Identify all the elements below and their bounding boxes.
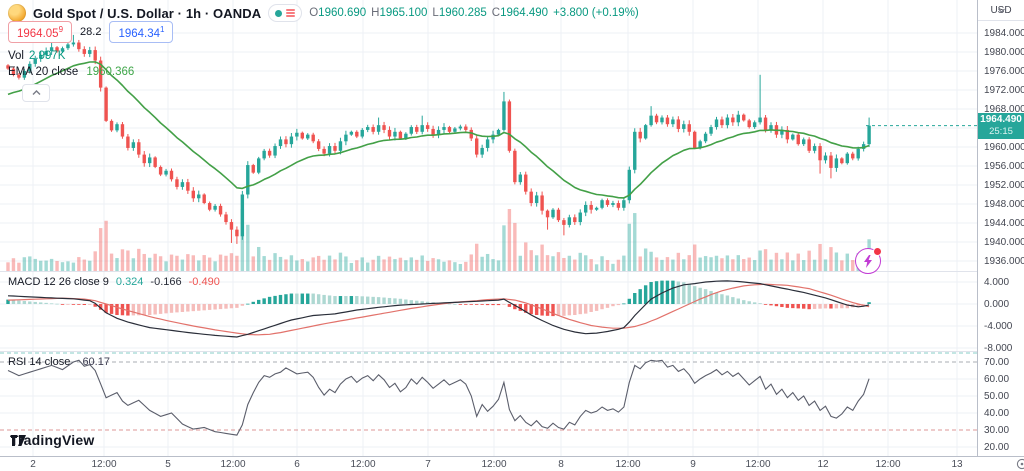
macd-legend: MACD 12 26 close 9 0.324 -0.166 -0.490	[8, 276, 220, 288]
bar-countdown: 25:15	[989, 126, 1013, 137]
ema-legend: EMA 20 close 1960.366	[8, 66, 135, 78]
price-tick-label: 1952.000	[984, 180, 1024, 191]
symbol-logo-icon	[8, 4, 26, 22]
price-tick-label: 1936.000	[984, 256, 1024, 267]
macd-tick-label: 0.000	[984, 299, 1010, 310]
spread-value: 28.2	[80, 25, 102, 38]
price-axis[interactable]: USD 1984.000 1980.000 1976.000 1972.000 1968…	[977, 0, 1024, 456]
notification-dot	[873, 247, 882, 256]
pane-separator-macd[interactable]	[0, 271, 977, 272]
time-tick-label: 12:00	[875, 459, 901, 470]
quick-trade-button[interactable]	[855, 247, 882, 274]
time-tick-label: 2	[30, 459, 36, 470]
rsi-pane-canvas[interactable]	[0, 352, 977, 456]
price-tick-label: 1956.000	[984, 161, 1024, 172]
price-tick-label: 1940.000	[984, 237, 1024, 248]
time-tick-label: 8	[558, 459, 564, 470]
price-tick-label: 1976.000	[984, 66, 1024, 77]
time-tick-label: 5	[165, 459, 171, 470]
rsi-tick-label: 60.00	[984, 374, 1010, 385]
lightning-bolt-icon	[864, 254, 872, 268]
rsi-tick-label: 30.00	[984, 425, 1010, 436]
time-tick-label: 12:00	[350, 459, 376, 470]
macd-signal-value: -0.490	[188, 276, 220, 288]
price-change: +3.800 (+0.19%)	[553, 7, 639, 19]
ohlc-readout: O1960.690 H1965.100 L1960.285 C1964.490 …	[309, 7, 639, 19]
price-tick-label: 1972.000	[984, 85, 1024, 96]
pane-separator-rsi[interactable]	[0, 351, 977, 352]
price-tick-label: 1944.000	[984, 218, 1024, 229]
chevron-down-icon	[997, 8, 1005, 13]
price-tick-label: 1968.000	[984, 104, 1024, 115]
macd-line-value: -0.166	[150, 276, 182, 288]
price-tick-label: 1948.000	[984, 199, 1024, 210]
time-tick-label: 13	[951, 459, 963, 470]
time-tick-label: 12	[817, 459, 829, 470]
time-tick-label: 7	[425, 459, 431, 470]
time-tick-label: 12:00	[745, 459, 771, 470]
macd-tick-label: 4.000	[984, 277, 1010, 288]
time-tick-label: 12:00	[615, 459, 641, 470]
time-tick-label: 9	[690, 459, 696, 470]
time-axis[interactable]: 2 12:00 5 12:00 6 12:00 7 12:00 8 12:00 9 12:00 12 12…	[0, 456, 1024, 471]
legend-collapse-button[interactable]	[22, 84, 50, 102]
rsi-legend: RSI 14 close 60.17	[8, 356, 110, 368]
time-tick-label: 6	[294, 459, 300, 470]
price-tick-label: 1960.000	[984, 142, 1024, 153]
buy-button[interactable]: 1964.341	[109, 21, 174, 43]
macd-pane-canvas[interactable]	[0, 272, 977, 352]
macd-tick-label: -4.000	[984, 321, 1013, 332]
market-open-dot-icon	[275, 9, 283, 17]
currency-selector[interactable]: USD	[978, 0, 1024, 21]
symbol-title[interactable]: Gold Spot / U.S. Dollar · 1h · OANDA	[33, 5, 262, 21]
tradingview-logo[interactable]: TradingView	[10, 432, 95, 448]
rsi-tick-label: 20.00	[984, 442, 1010, 453]
last-price-badge: 1964.490 25:15	[978, 113, 1024, 139]
rsi-value: 60.17	[82, 356, 110, 368]
rsi-tick-label: 70.00	[984, 357, 1010, 368]
tradingview-glyph-icon	[11, 435, 26, 446]
market-status-pill[interactable]	[268, 4, 303, 22]
symbol-legend: Gold Spot / U.S. Dollar · 1h · OANDA O19…	[8, 4, 639, 22]
time-tick-label: 12:00	[91, 459, 117, 470]
time-tick-label: 12:00	[481, 459, 507, 470]
rsi-tick-label: 40.00	[984, 408, 1010, 419]
price-tick-label: 1980.000	[984, 47, 1024, 58]
time-tick-label: 12:00	[220, 459, 246, 470]
volume-legend: Vol 2.997K	[8, 50, 66, 62]
macd-tick-label: -8.000	[984, 343, 1013, 354]
trade-buttons-row: 1964.059 28.2 1964.341	[8, 21, 174, 43]
price-pane-canvas[interactable]	[0, 0, 977, 272]
news-list-icon	[286, 9, 296, 17]
rsi-tick-label: 50.00	[984, 391, 1010, 402]
sell-button[interactable]: 1964.059	[8, 21, 73, 43]
chevron-up-icon	[32, 90, 40, 95]
price-tick-label: 1984.000	[984, 28, 1024, 39]
macd-hist-value: 0.324	[115, 276, 144, 288]
